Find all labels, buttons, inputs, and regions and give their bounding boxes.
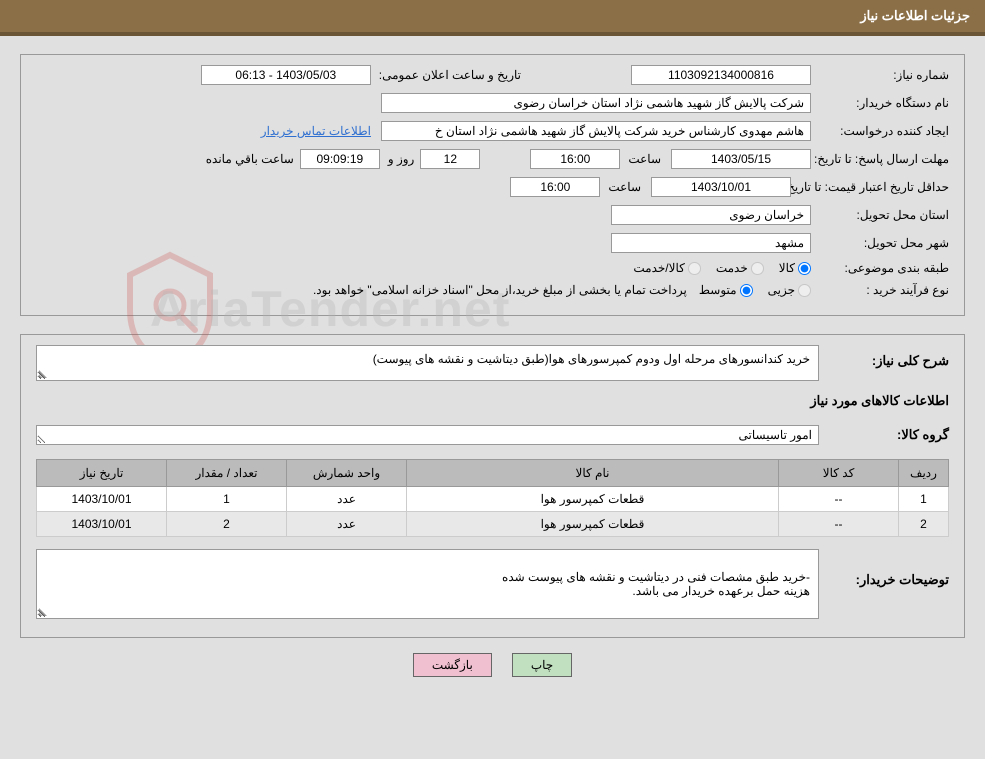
payment-note: پرداخت تمام یا بخشی از مبلغ خرید،از محل … xyxy=(313,283,687,297)
validity-time: 16:00 xyxy=(510,177,600,197)
table-cell: 1 xyxy=(899,487,949,512)
remain-label: ساعت باقي مانده xyxy=(206,152,294,166)
desc-label: شرح کلی نیاز: xyxy=(819,353,949,369)
announce-label: تاریخ و ساعت اعلان عمومی: xyxy=(379,68,521,82)
group-value: امور تاسیساتی xyxy=(36,425,819,445)
deadline-date: 1403/05/15 xyxy=(671,149,811,169)
row-purchase-type: نوع فرآیند خرید : جزیی متوسط پرداخت تمام… xyxy=(36,283,949,297)
table-cell: 2 xyxy=(167,512,287,537)
button-row: چاپ بازگشت xyxy=(0,653,985,677)
th-code: کد کالا xyxy=(779,460,899,487)
th-row: ردیف xyxy=(899,460,949,487)
table-cell: -- xyxy=(779,487,899,512)
row-requester: ایجاد کننده درخواست: هاشم مهدوی کارشناس … xyxy=(36,121,949,141)
row-group: گروه کالا: امور تاسیساتی xyxy=(36,419,949,451)
time-label-2: ساعت xyxy=(608,180,641,194)
row-buyer-notes: توضیحات خریدار: -خرید طبق مشصات فنی در د… xyxy=(36,549,949,619)
th-date: تاریخ نیاز xyxy=(37,460,167,487)
table-header-row: ردیف کد کالا نام کالا واحد شمارش تعداد /… xyxy=(37,460,949,487)
radio-medium-input[interactable] xyxy=(740,284,753,297)
time-label-1: ساعت xyxy=(628,152,661,166)
city-label: شهر محل تحویل: xyxy=(819,236,949,250)
buyer-label: نام دستگاه خریدار: xyxy=(819,96,949,110)
radio-service-input[interactable] xyxy=(751,262,764,275)
province-label: استان محل تحویل: xyxy=(819,208,949,222)
table-cell: عدد xyxy=(287,512,407,537)
title-bar: جزئیات اطلاعات نیاز xyxy=(0,0,985,36)
radio-goods-input[interactable] xyxy=(798,262,811,275)
radio-small-label: جزیی xyxy=(768,283,795,297)
contact-link[interactable]: اطلاعات تماس خریدار xyxy=(261,124,371,138)
desc-text: خرید کندانسورهای مرحله اول ودوم کمپرسوره… xyxy=(373,352,810,366)
items-tbody: 1--قطعات کمپرسور هواعدد11403/10/012--قطع… xyxy=(37,487,949,537)
row-city: شهر محل تحویل: مشهد xyxy=(36,233,949,253)
print-button[interactable]: چاپ xyxy=(512,653,572,677)
radio-medium-label: متوسط xyxy=(699,283,737,297)
radio-both[interactable]: کالا/خدمت xyxy=(633,261,700,275)
type-label: نوع فرآیند خرید : xyxy=(819,283,949,297)
resize-handle-icon[interactable] xyxy=(39,368,49,378)
desc-textarea[interactable]: خرید کندانسورهای مرحله اول ودوم کمپرسوره… xyxy=(36,345,819,381)
row-deadline: مهلت ارسال پاسخ: تا تاریخ: 1403/05/15 سا… xyxy=(36,149,949,169)
buyer-notes-label: توضیحات خریدار: xyxy=(819,557,949,588)
table-cell: 1 xyxy=(167,487,287,512)
deadline-time: 16:00 xyxy=(530,149,620,169)
radio-small-input[interactable] xyxy=(798,284,811,297)
validity-label: حداقل تاریخ اعتبار قیمت: تا تاریخ: xyxy=(799,180,949,194)
items-table: ردیف کد کالا نام کالا واحد شمارش تعداد /… xyxy=(36,459,949,537)
class-radio-group: کالا خدمت کالا/خدمت xyxy=(633,261,811,275)
radio-goods-label: کالا xyxy=(779,261,795,275)
resize-handle-icon[interactable] xyxy=(39,606,49,616)
page: جزئیات اطلاعات نیاز AriaTender.net شماره… xyxy=(0,0,985,759)
radio-both-label: کالا/خدمت xyxy=(633,261,684,275)
row-classification: طبقه بندی موضوعی: کالا خدمت کالا/خدمت xyxy=(36,261,949,275)
radio-both-input[interactable] xyxy=(688,262,701,275)
buyer-notes-textarea[interactable]: -خرید طبق مشصات فنی در دیتاشیت و نقشه ها… xyxy=(36,549,819,619)
days-remaining: 12 xyxy=(420,149,480,169)
items-panel: شرح کلی نیاز: خرید کندانسورهای مرحله اول… xyxy=(20,334,965,638)
table-cell: 2 xyxy=(899,512,949,537)
validity-date: 1403/10/01 xyxy=(651,177,791,197)
table-cell: 1403/10/01 xyxy=(37,487,167,512)
group-label: گروه کالا: xyxy=(819,427,949,443)
table-cell: 1403/10/01 xyxy=(37,512,167,537)
radio-service[interactable]: خدمت xyxy=(716,261,764,275)
table-cell: قطعات کمپرسور هوا xyxy=(407,487,779,512)
table-cell: عدد xyxy=(287,487,407,512)
radio-goods[interactable]: کالا xyxy=(779,261,811,275)
row-need-number: شماره نیاز: 1103092134000816 تاریخ و ساع… xyxy=(36,65,949,85)
th-qty: تعداد / مقدار xyxy=(167,460,287,487)
countdown: 09:09:19 xyxy=(300,149,380,169)
table-row: 2--قطعات کمپرسور هواعدد21403/10/01 xyxy=(37,512,949,537)
table-row: 1--قطعات کمپرسور هواعدد11403/10/01 xyxy=(37,487,949,512)
th-name: نام کالا xyxy=(407,460,779,487)
th-unit: واحد شمارش xyxy=(287,460,407,487)
city-value: مشهد xyxy=(611,233,811,253)
deadline-label: مهلت ارسال پاسخ: تا تاریخ: xyxy=(819,152,949,166)
back-button[interactable]: بازگشت xyxy=(413,653,492,677)
row-description: شرح کلی نیاز: خرید کندانسورهای مرحله اول… xyxy=(36,345,949,381)
radio-service-label: خدمت xyxy=(716,261,748,275)
requester-label: ایجاد کننده درخواست: xyxy=(819,124,949,138)
row-province: استان محل تحویل: خراسان رضوی xyxy=(36,205,949,225)
buyer-value: شرکت پالایش گاز شهید هاشمی نژاد استان خر… xyxy=(381,93,811,113)
announce-value: 1403/05/03 - 06:13 xyxy=(201,65,371,85)
type-radio-group: جزیی متوسط xyxy=(699,283,811,297)
radio-small[interactable]: جزیی xyxy=(768,283,811,297)
buyer-notes-text: -خرید طبق مشصات فنی در دیتاشیت و نقشه ها… xyxy=(502,570,810,598)
table-cell: -- xyxy=(779,512,899,537)
row-validity: حداقل تاریخ اعتبار قیمت: تا تاریخ: 1403/… xyxy=(36,177,949,197)
radio-medium[interactable]: متوسط xyxy=(699,283,753,297)
table-cell: قطعات کمپرسور هوا xyxy=(407,512,779,537)
class-label: طبقه بندی موضوعی: xyxy=(819,261,949,275)
items-title: اطلاعات کالاهای مورد نیاز xyxy=(36,393,949,409)
province-value: خراسان رضوی xyxy=(611,205,811,225)
need-no-value: 1103092134000816 xyxy=(631,65,811,85)
row-buyer: نام دستگاه خریدار: شرکت پالایش گاز شهید … xyxy=(36,93,949,113)
info-panel: شماره نیاز: 1103092134000816 تاریخ و ساع… xyxy=(20,54,965,316)
days-label: روز و xyxy=(388,152,415,166)
requester-value: هاشم مهدوی کارشناس خرید شرکت پالایش گاز … xyxy=(381,121,811,141)
need-no-label: شماره نیاز: xyxy=(819,68,949,82)
